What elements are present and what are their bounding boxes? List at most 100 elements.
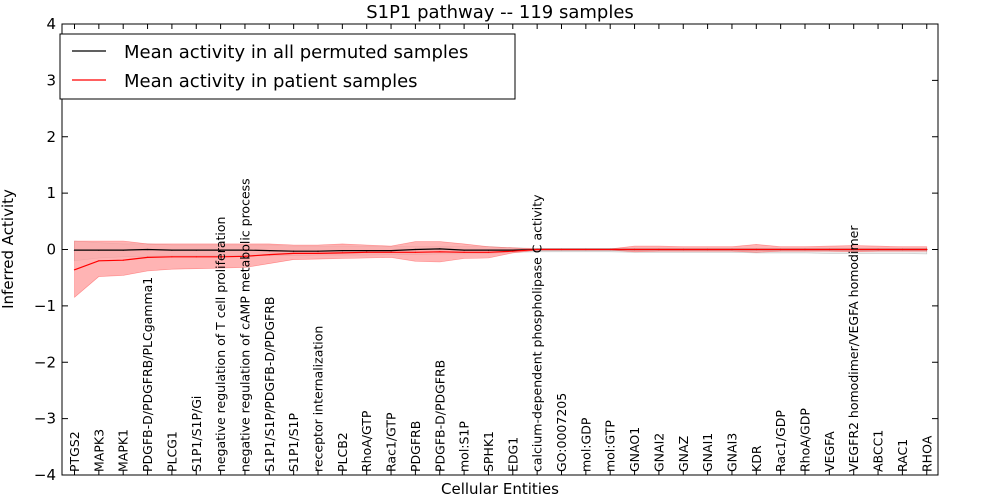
y-tick-label: 0 xyxy=(46,241,56,259)
data-point-permuted xyxy=(98,249,100,251)
y-tick-label: −2 xyxy=(34,353,56,371)
x-tick-label: mol:GDP xyxy=(578,417,593,472)
x-tick-label: PLCG1 xyxy=(164,431,179,472)
x-tick-label: calcium-dependent phospholipase C activi… xyxy=(530,194,545,472)
x-axis: PTGS2 MAPK3 MAPK1 PDGFB-D/PDGFRB/PLCgamma1 P… xyxy=(67,24,934,475)
x-tick-label: S1P1/S1P/Gi xyxy=(189,396,204,472)
data-point-permuted xyxy=(171,249,173,251)
data-point-patient xyxy=(268,254,270,256)
data-point-permuted xyxy=(122,249,124,251)
x-tick-label: S1P1/S1P xyxy=(286,413,301,472)
data-point-permuted xyxy=(147,248,149,251)
data-point-patient xyxy=(877,248,879,251)
data-point-patient xyxy=(901,248,904,251)
x-tick-label: GNAZ xyxy=(676,436,691,472)
data-point-patient xyxy=(634,248,636,251)
data-point-patient xyxy=(220,256,222,258)
y-tick-label: −4 xyxy=(34,466,56,484)
data-point-patient xyxy=(828,248,831,251)
data-point-patient xyxy=(560,248,563,251)
x-tick-label: VEGFR2 homodimer/VEGFA homodimer xyxy=(846,225,861,472)
data-point-permuted xyxy=(73,249,76,251)
data-point-permuted xyxy=(439,248,441,250)
data-point-patient xyxy=(341,252,343,254)
data-point-patient xyxy=(98,260,100,262)
x-tick-label: receptor internalization xyxy=(311,326,326,472)
data-point-patient xyxy=(926,248,928,251)
data-point-permuted xyxy=(390,250,392,252)
x-tick-label: PDGFB-D/PDGFRB xyxy=(432,360,447,472)
data-point-permuted xyxy=(366,250,368,252)
x-tick-label: RAC1 xyxy=(895,439,910,472)
data-point-patient xyxy=(512,250,514,252)
x-tick-label: mol:S1P xyxy=(457,421,472,472)
data-point-patient xyxy=(390,251,392,253)
data-point-patient xyxy=(731,248,733,251)
data-point-patient xyxy=(707,248,709,251)
data-point-permuted xyxy=(487,249,490,251)
x-tick-label: VEGFA xyxy=(822,431,837,472)
y-axis: −4 −3 −2 −1 0 1 2 3 4 xyxy=(34,15,938,484)
data-point-permuted xyxy=(414,248,416,251)
data-point-patient xyxy=(658,248,660,251)
x-tick-label: GO:0007205 xyxy=(554,393,569,472)
data-point-permuted xyxy=(341,250,343,252)
data-point-patient xyxy=(682,248,684,251)
x-tick-label: GNAI1 xyxy=(700,433,715,472)
data-point-patient xyxy=(195,256,197,258)
band-patient xyxy=(74,240,928,299)
x-tick-label: RHOA xyxy=(919,435,934,472)
data-point-patient xyxy=(609,248,611,251)
data-point-permuted xyxy=(463,249,465,251)
data-point-patient xyxy=(853,248,855,251)
x-tick-label: PDGFB-D/PDGFRB/PLCgamma1 xyxy=(140,277,155,472)
data-point-patient xyxy=(463,251,465,253)
x-tick-label: PLCB2 xyxy=(335,432,350,472)
data-point-permuted xyxy=(293,250,295,252)
x-tick-label: Rac1/GTP xyxy=(384,412,399,472)
series-line-patient xyxy=(74,248,927,271)
x-tick-label: RhoA/GTP xyxy=(359,410,374,472)
legend-label-patient: Mean activity in patient samples xyxy=(124,71,418,92)
y-tick-label: 2 xyxy=(46,128,56,146)
data-point-permuted xyxy=(220,249,222,251)
chart-title: S1P1 pathway -- 119 samples xyxy=(366,2,634,23)
data-point-permuted xyxy=(268,250,270,252)
x-tick-label: PTGS2 xyxy=(67,431,82,472)
y-tick-label: −3 xyxy=(34,410,56,428)
data-point-permuted xyxy=(195,249,197,251)
data-point-patient xyxy=(487,251,490,253)
data-point-permuted xyxy=(317,250,319,252)
x-tick-label: EDG1 xyxy=(505,437,520,472)
x-tick-label: ABCC1 xyxy=(871,430,886,472)
y-tick-label: 1 xyxy=(46,184,56,202)
data-point-patient xyxy=(317,252,319,254)
legend-label-permuted: Mean activity in all permuted samples xyxy=(124,42,468,63)
data-point-patient xyxy=(293,252,295,254)
x-tick-label: mol:GTP xyxy=(603,420,618,472)
data-point-patient xyxy=(439,251,441,253)
y-tick-label: 3 xyxy=(46,71,56,89)
data-point-patient xyxy=(780,248,782,251)
data-point-patient xyxy=(585,248,587,251)
x-tick-label: Rac1/GDP xyxy=(773,410,788,472)
x-tick-label: GNAI3 xyxy=(724,433,739,472)
legend: Mean activity in all permuted samples Me… xyxy=(59,33,516,100)
x-tick-label: MAPK3 xyxy=(91,429,106,472)
data-point-patient xyxy=(73,269,76,271)
data-point-patient xyxy=(804,248,806,251)
x-tick-label: RhoA/GDP xyxy=(798,408,813,472)
data-point-patient xyxy=(414,251,416,253)
y-tick-label: 4 xyxy=(46,15,56,33)
data-point-patient xyxy=(755,248,757,251)
data-point-patient xyxy=(147,256,149,258)
data-point-patient xyxy=(536,248,538,251)
plot-area xyxy=(73,240,928,299)
data-point-patient xyxy=(171,256,173,258)
x-tick-label: negative regulation of cAMP metabolic pr… xyxy=(237,178,252,472)
x-tick-label: negative regulation of T cell proliferat… xyxy=(213,217,228,472)
x-tick-label: GNAO1 xyxy=(627,427,642,472)
x-axis-label: Cellular Entities xyxy=(441,480,559,498)
y-tick-label: −1 xyxy=(34,297,56,315)
